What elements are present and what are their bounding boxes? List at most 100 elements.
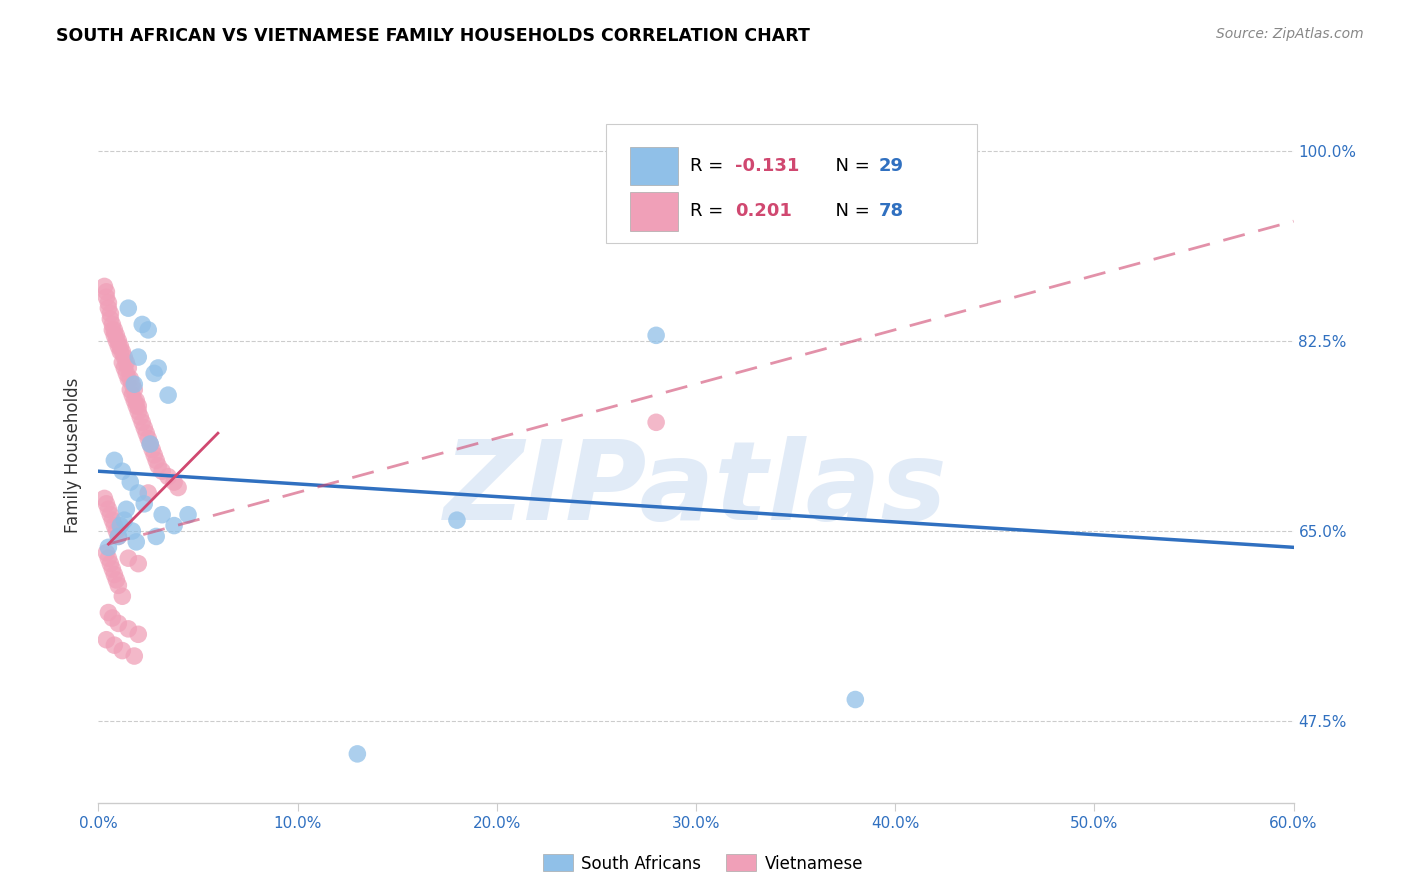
Point	[107, 334, 129, 348]
Point	[141, 442, 163, 457]
Point	[157, 469, 180, 483]
Point	[346, 747, 368, 761]
Point	[110, 518, 132, 533]
Point	[96, 290, 118, 304]
Point	[121, 377, 143, 392]
Point	[121, 524, 143, 538]
Point	[120, 383, 142, 397]
Point	[97, 301, 120, 315]
Point	[127, 399, 149, 413]
Text: Source: ZipAtlas.com: Source: ZipAtlas.com	[1216, 27, 1364, 41]
Text: R =: R =	[690, 202, 728, 220]
Point	[96, 546, 118, 560]
Point	[127, 350, 149, 364]
Point	[97, 502, 120, 516]
Point	[98, 312, 122, 326]
Point	[136, 323, 159, 337]
Point	[105, 573, 128, 587]
Text: 29: 29	[879, 157, 904, 175]
Point	[136, 432, 159, 446]
Point	[145, 453, 167, 467]
Point	[103, 518, 125, 533]
Point	[111, 589, 134, 603]
Point	[112, 361, 135, 376]
Point	[117, 372, 139, 386]
Point	[121, 388, 143, 402]
Point	[103, 638, 125, 652]
Text: SOUTH AFRICAN VS VIETNAMESE FAMILY HOUSEHOLDS CORRELATION CHART: SOUTH AFRICAN VS VIETNAMESE FAMILY HOUSE…	[56, 27, 810, 45]
Point	[134, 497, 156, 511]
Point	[98, 307, 122, 321]
Point	[110, 344, 132, 359]
Point	[124, 648, 146, 663]
Point	[157, 388, 180, 402]
Point	[101, 513, 124, 527]
Point	[110, 339, 132, 353]
Text: 78: 78	[879, 202, 904, 220]
Point	[111, 643, 134, 657]
Point	[167, 481, 190, 495]
Point	[103, 453, 125, 467]
Point	[120, 372, 142, 386]
Point	[107, 339, 129, 353]
Point	[117, 551, 139, 566]
Point	[115, 502, 138, 516]
Point	[97, 551, 120, 566]
Point	[124, 383, 146, 397]
Point	[112, 513, 135, 527]
Point	[148, 361, 170, 376]
FancyBboxPatch shape	[630, 147, 678, 186]
Point	[96, 497, 118, 511]
Point	[111, 355, 134, 369]
Point	[107, 529, 129, 543]
FancyBboxPatch shape	[630, 193, 678, 230]
Point	[143, 448, 166, 462]
Text: N =: N =	[824, 157, 876, 175]
Point	[101, 562, 124, 576]
Point	[117, 361, 139, 376]
Point	[645, 415, 668, 429]
Point	[446, 513, 468, 527]
Text: N =: N =	[824, 202, 876, 220]
Text: ZIPatlas: ZIPatlas	[444, 436, 948, 543]
Point	[844, 692, 866, 706]
Point	[111, 464, 134, 478]
Point	[101, 323, 124, 337]
Point	[120, 475, 142, 489]
Text: -0.131: -0.131	[735, 157, 800, 175]
Point	[117, 301, 139, 315]
Point	[117, 622, 139, 636]
Point	[107, 616, 129, 631]
Point	[139, 437, 162, 451]
Point	[129, 409, 152, 424]
Point	[93, 491, 115, 506]
Point	[136, 486, 159, 500]
Point	[97, 606, 120, 620]
Point	[143, 367, 166, 381]
Point	[177, 508, 200, 522]
Point	[124, 377, 146, 392]
Point	[127, 404, 149, 418]
Point	[645, 328, 668, 343]
Point	[127, 627, 149, 641]
Legend: South Africans, Vietnamese: South Africans, Vietnamese	[536, 847, 870, 880]
Point	[96, 632, 118, 647]
Point	[103, 567, 125, 582]
Point	[101, 318, 124, 332]
Point	[124, 393, 146, 408]
Point	[101, 611, 124, 625]
Point	[93, 279, 115, 293]
Point	[125, 399, 148, 413]
Y-axis label: Family Households: Family Households	[65, 377, 83, 533]
Point	[97, 295, 120, 310]
Point	[98, 557, 122, 571]
Point	[103, 323, 125, 337]
Text: 0.201: 0.201	[735, 202, 793, 220]
FancyBboxPatch shape	[606, 124, 977, 243]
Point	[148, 458, 170, 473]
Point	[115, 367, 138, 381]
Point	[127, 486, 149, 500]
Point	[111, 344, 134, 359]
Point	[150, 508, 173, 522]
Point	[145, 529, 167, 543]
